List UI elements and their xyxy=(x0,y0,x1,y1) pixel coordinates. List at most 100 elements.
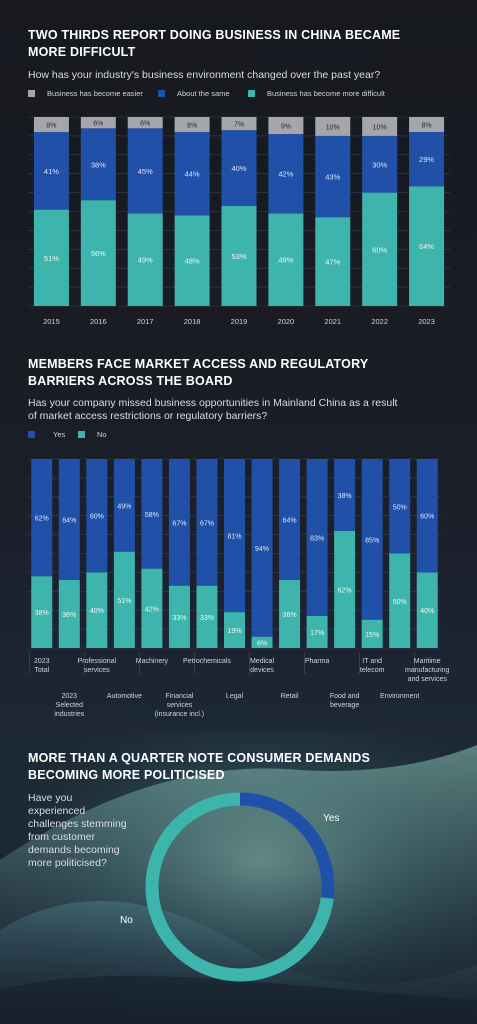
data-label-difficult: 56% xyxy=(91,249,106,258)
data-label-easier: 8% xyxy=(46,123,56,130)
donut-label-yes: Yes xyxy=(323,813,339,824)
bar-segment-difficult xyxy=(174,215,210,306)
data-label-yes: 60% xyxy=(420,514,434,521)
x-tick-label: Total xyxy=(34,667,49,674)
bar-segment-no xyxy=(196,585,218,648)
data-label-no: 36% xyxy=(283,612,297,619)
data-label-easier: 10% xyxy=(326,124,340,131)
data-label-yes: 64% xyxy=(62,517,76,524)
legend-difficult: Business has become more difficult xyxy=(248,89,385,98)
data-label-yes: 67% xyxy=(172,520,186,527)
x-tick-label: 2022 xyxy=(371,317,388,326)
bar-segment-easier xyxy=(33,117,69,133)
x-tick-label: 2023 xyxy=(62,693,78,700)
data-label-easier: 7% xyxy=(234,122,244,129)
x-tick-label: 2021 xyxy=(324,317,341,326)
data-label-same: 41% xyxy=(44,167,59,176)
chart2-stacked-bar: 38% 62% 2023 Total 36% 64% 2023 Selected industr… xyxy=(28,458,450,718)
x-tick-label: Automotive xyxy=(107,693,142,700)
legend-easier: Business has become easier xyxy=(28,89,143,98)
x-tick-label: Financial xyxy=(165,693,193,700)
legend-label-yes: Yes xyxy=(53,430,66,439)
legend-swatch-yes xyxy=(28,431,35,438)
bar-segment-yes xyxy=(224,459,245,613)
chart2-question: Has your company missed business opportu… xyxy=(28,397,398,422)
bar-segment-no xyxy=(361,619,383,648)
data-label-same: 42% xyxy=(278,170,293,179)
bar-segment-same xyxy=(127,128,163,214)
data-label-no: 19% xyxy=(227,628,241,635)
x-tick-label: services xyxy=(84,667,110,674)
data-label-difficult: 53% xyxy=(231,252,246,261)
data-label-easier: 8% xyxy=(421,122,431,129)
x-tick-label: Machinery xyxy=(136,658,169,665)
data-label-same: 30% xyxy=(372,160,387,169)
legend-no: No xyxy=(78,430,107,439)
bar-segment-no xyxy=(31,576,53,648)
chart1-question: How has your industry's business environ… xyxy=(28,69,381,81)
bar-segment-difficult xyxy=(127,213,163,306)
chart2-title: MEMBERS FACE MARKET ACCESS AND REGULATOR… xyxy=(28,357,369,388)
bar-segment-difficult xyxy=(362,192,398,306)
bar-segment-same xyxy=(221,130,257,206)
legend-swatch-easier xyxy=(28,90,35,97)
data-label-no: 17% xyxy=(310,630,324,637)
x-tick-label: manufacturing xyxy=(405,667,449,674)
chart3-question: Have you experienced challenges stemming… xyxy=(28,792,127,869)
legend-yes: Yes xyxy=(28,430,65,439)
chart1-stacked-bar: 51% 41% 8% 2015 56% 38% 6% 2016 49% 45% 6% 2017 48% 4… xyxy=(28,116,450,326)
data-label-yes: 67% xyxy=(200,520,214,527)
bar-segment-easier xyxy=(409,117,445,132)
bar-segment-yes xyxy=(141,459,163,569)
legend-swatch-no xyxy=(78,431,85,438)
bar-segment-difficult xyxy=(409,186,445,306)
data-label-same: 43% xyxy=(325,173,340,182)
data-label-difficult: 60% xyxy=(372,245,387,254)
data-label-yes: 83% xyxy=(310,535,324,542)
data-label-yes: 38% xyxy=(338,493,352,500)
x-tick-label: Selected xyxy=(56,702,83,709)
bar-segment-yes xyxy=(279,459,301,580)
data-label-no: 42% xyxy=(145,606,159,613)
bar-segment-no xyxy=(224,612,245,648)
data-label-yes: 94% xyxy=(255,546,269,553)
donut-label-no: No xyxy=(120,915,133,926)
x-tick-label: Medical xyxy=(250,658,275,665)
data-label-easier: 8% xyxy=(187,123,197,130)
bar-segment-easier xyxy=(127,117,163,129)
x-tick-label: 2019 xyxy=(231,317,248,326)
bar-segment-no xyxy=(113,551,135,648)
chart3-title: MORE THAN A QUARTER NOTE CONSUMER DEMAND… xyxy=(28,751,370,782)
legend-label-same: About the same xyxy=(177,89,230,98)
bar-segment-yes xyxy=(113,459,135,552)
x-tick-label: and services xyxy=(408,676,448,683)
data-label-same: 45% xyxy=(138,167,153,176)
bar-segment-same xyxy=(174,132,210,216)
bar-segment-yes xyxy=(196,459,218,586)
bar-segment-no xyxy=(58,579,80,648)
legend-swatch-difficult xyxy=(248,90,255,97)
bar-segment-easier xyxy=(362,117,398,136)
bar-segment-yes xyxy=(306,459,328,616)
x-tick-label: telecom xyxy=(360,667,385,674)
bar-segment-no xyxy=(168,585,190,648)
data-label-no: 62% xyxy=(338,587,352,594)
data-label-yes: 50% xyxy=(393,504,407,511)
bar-segment-same xyxy=(268,134,304,214)
x-tick-label: devices xyxy=(250,667,274,674)
x-tick-label: services xyxy=(167,702,193,709)
data-label-yes: 49% xyxy=(117,503,131,510)
bar-segment-difficult xyxy=(80,200,116,306)
bar-segment-yes xyxy=(168,459,190,586)
chart1-legend: Business has become easier About the sam… xyxy=(0,0,477,98)
bar-segment-easier xyxy=(80,117,116,129)
chart1-title: TWO THIRDS REPORT DOING BUSINESS IN CHIN… xyxy=(28,28,401,59)
bar-segment-easier xyxy=(221,117,257,131)
chart2-legend: Yes No xyxy=(0,0,477,439)
x-tick-label: Professional xyxy=(78,658,117,665)
data-label-easier: 6% xyxy=(93,121,103,128)
data-label-same: 40% xyxy=(231,164,246,173)
legend-swatch-same xyxy=(158,90,165,97)
bar-segment-easier xyxy=(268,117,304,135)
